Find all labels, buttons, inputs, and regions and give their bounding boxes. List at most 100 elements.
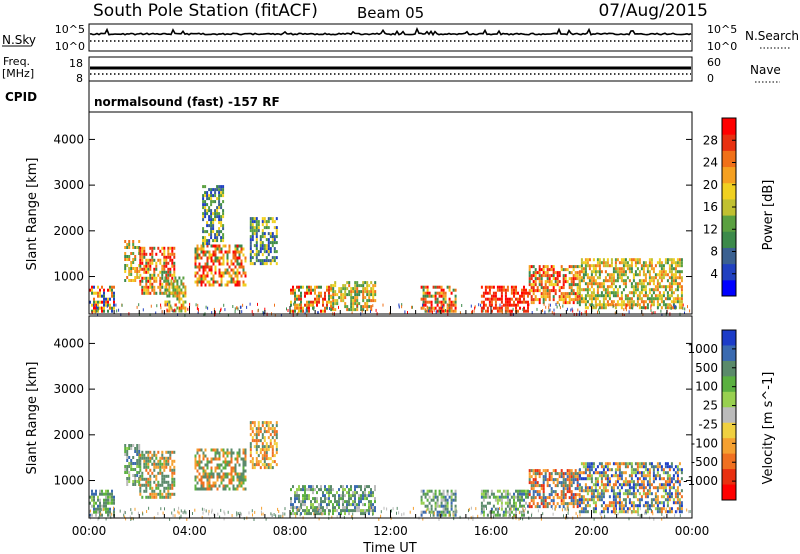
echo-cell [632,471,635,475]
echo-cell [521,495,523,499]
echo-cell [324,509,326,513]
echo-cell [249,244,252,248]
echo-cell [530,499,533,503]
echo-cell [420,306,423,310]
echo-cell [210,197,213,201]
echo-cell [576,295,579,299]
echo-cell [566,307,568,311]
echo-cell [210,233,213,237]
echo-cell [614,270,617,274]
echo-cell [99,489,101,493]
echo-cell [680,501,683,505]
echo-cell [638,477,641,481]
echo-cell [564,496,567,500]
echo-cell [166,300,169,304]
echo-cell [630,468,633,472]
echo-cell [475,507,477,511]
echo-cell [521,498,523,502]
echo-cell [267,448,270,452]
echo-cell [590,303,592,307]
echo-cell [578,474,581,478]
echo-cell [498,495,501,499]
echo-cell [658,303,661,307]
echo-cell [624,294,627,298]
echo-cell [546,295,549,299]
echo-cell [664,258,667,262]
echo-cell [206,271,209,275]
echo-cell [428,495,431,499]
echo-cell [354,491,356,495]
echo-cell [171,246,174,250]
echo-cell [630,471,633,475]
echo-cell [236,262,239,266]
echo-cell [592,279,595,283]
echo-cell [606,279,609,283]
echo-cell [642,477,645,481]
echo-cell [216,487,219,491]
echo-cell [203,313,205,317]
echo-cell [168,291,171,295]
echo-cell [564,295,567,299]
x-tick-label: 04:00 [172,524,207,538]
echo-cell [141,255,144,259]
echo-cell [546,502,549,506]
echo-cell [598,492,601,496]
echo-cell [255,259,258,263]
echo-cell [255,430,258,434]
echo-cell [616,276,619,280]
echo-cell [153,465,156,469]
echo-cell [496,498,499,502]
echo-cell [182,291,185,295]
echo-cell [662,489,665,493]
echo-cell [372,293,375,297]
echo-cell [552,499,555,503]
echo-cell [666,285,669,289]
echo-cell [172,291,175,295]
echo-cell [620,504,623,508]
echo-cell [444,501,447,505]
echo-cell [168,294,171,298]
echo-cell [434,306,437,310]
echo-cell [238,250,241,254]
echo-cell [161,471,164,475]
echo-cell [261,262,264,266]
echo-cell [370,299,373,303]
echo-cell [523,288,525,292]
echo-cell [206,481,209,485]
echo-cell [134,276,137,279]
echo-cell [249,217,252,221]
echo-cell [658,297,661,301]
echo-cell [259,430,262,434]
echo-cell [126,264,129,267]
echo-cell [204,236,207,240]
echo-cell [536,307,538,311]
date-label: 07/Aug/2015 [598,1,708,21]
echo-cell [646,294,649,298]
echo-cell [441,310,442,314]
echo-cell [183,511,185,515]
echo-cell [598,258,601,262]
echo-cell [664,489,667,493]
echo-cell [328,288,330,292]
echo-cell [93,507,95,511]
echo-cell [126,246,129,249]
nsky-axis-bottom: 10^0 [55,40,85,53]
echo-cell [608,480,611,484]
echo-cell [648,258,651,262]
echo-cell [590,303,593,307]
echo-cell [548,493,551,497]
echo-cell [202,454,205,458]
echo-cell [318,297,320,301]
echo-cell [368,503,370,507]
echo-cell [149,276,152,280]
echo-cell [255,457,258,461]
echo-cell [169,486,172,490]
echo-cell [262,512,264,516]
echo-cell [134,255,137,258]
echo-cell [542,484,545,488]
echo-cell [654,498,657,502]
echo-cell [338,512,340,516]
echo-cell [231,514,233,517]
echo-cell [358,506,360,510]
echo-cell [172,514,174,517]
